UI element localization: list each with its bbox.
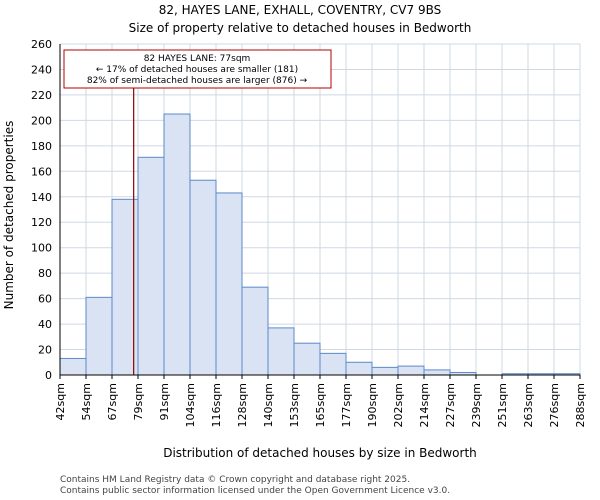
x-tick-label: 177sqm [340, 383, 353, 427]
chart-subtitle: Size of property relative to detached ho… [129, 21, 472, 35]
x-tick-label: 104sqm [184, 383, 197, 427]
histogram-bar [241, 286, 269, 376]
histogram-bar [189, 179, 217, 376]
annotation-line-1: 82 HAYES LANE: 77sqm [144, 54, 251, 64]
x-tick-label: 91sqm [158, 383, 171, 420]
histogram-bar [267, 327, 295, 376]
x-tick-label: 116sqm [210, 383, 223, 427]
x-tick-label: 67sqm [106, 383, 119, 420]
histogram-bar [397, 365, 425, 376]
x-axis-label: Distribution of detached houses by size … [163, 446, 477, 460]
y-tick-label: 260 [31, 38, 52, 51]
x-tick-label: 214sqm [418, 383, 431, 427]
histogram-bar [345, 361, 373, 376]
y-tick-label: 140 [31, 191, 52, 204]
y-tick-label: 0 [45, 369, 52, 382]
x-tick-label: 263sqm [522, 383, 535, 427]
histogram-bar [293, 342, 321, 376]
histogram-bar [215, 192, 243, 376]
y-tick-label: 220 [31, 89, 52, 102]
x-tick-label: 190sqm [366, 383, 379, 427]
x-tick-label: 128sqm [236, 383, 249, 427]
footer-line-1: Contains HM Land Registry data © Crown c… [60, 475, 410, 485]
x-tick-label: 202sqm [392, 383, 405, 427]
histogram-bar [85, 296, 113, 376]
y-tick-label: 100 [31, 242, 52, 255]
x-tick-labels: 42sqm 54sqm 67sqm 79sqm 91sqm 104sqm 116sqm 128… [54, 383, 587, 427]
x-tick-label: 140sqm [262, 383, 275, 427]
histogram-bar [137, 156, 165, 376]
x-tick-label: 227sqm [444, 383, 457, 427]
x-tick-label: 251sqm [496, 383, 509, 427]
x-tick-label: 276sqm [548, 383, 561, 427]
y-tick-label: 40 [38, 318, 52, 331]
x-tick-label: 153sqm [288, 383, 301, 427]
y-tick-label: 240 [31, 63, 52, 76]
annotation-box: 82 HAYES LANE: 77sqm ← 17% of detached h… [63, 49, 332, 89]
x-tick-label: 288sqm [574, 383, 587, 427]
x-tick-label: 79sqm [132, 383, 145, 420]
x-tick-label: 54sqm [80, 383, 93, 420]
y-axis-label: Number of detached properties [2, 121, 16, 310]
histogram-bar [371, 366, 399, 376]
annotation-line-2: ← 17% of detached houses are smaller (18… [96, 65, 298, 75]
y-tick-label: 80 [38, 267, 52, 280]
y-tick-label: 160 [31, 165, 52, 178]
annotation-line-3: 82% of semi-detached houses are larger (… [87, 76, 308, 86]
histogram-bar [319, 352, 347, 376]
y-tick-label: 180 [31, 140, 52, 153]
histogram-bar [423, 369, 451, 376]
footer-line-2: Contains public sector information licen… [60, 486, 450, 496]
y-tick-labels: 0 20 40 60 80 100 120 140 160 180 200 220 240 260 [31, 38, 52, 382]
y-tick-label: 20 [38, 344, 52, 357]
y-tick-label: 200 [31, 114, 52, 127]
histogram-bar [163, 113, 191, 376]
histogram-bar [59, 357, 87, 376]
x-tick-label: 42sqm [54, 383, 67, 420]
axes [59, 44, 581, 379]
y-tick-label: 120 [31, 216, 52, 229]
x-tick-label: 239sqm [470, 383, 483, 427]
chart-title: 82, HAYES LANE, EXHALL, COVENTRY, CV7 9B… [159, 3, 442, 17]
y-tick-label: 60 [38, 293, 52, 306]
x-tick-label: 165sqm [314, 383, 327, 427]
